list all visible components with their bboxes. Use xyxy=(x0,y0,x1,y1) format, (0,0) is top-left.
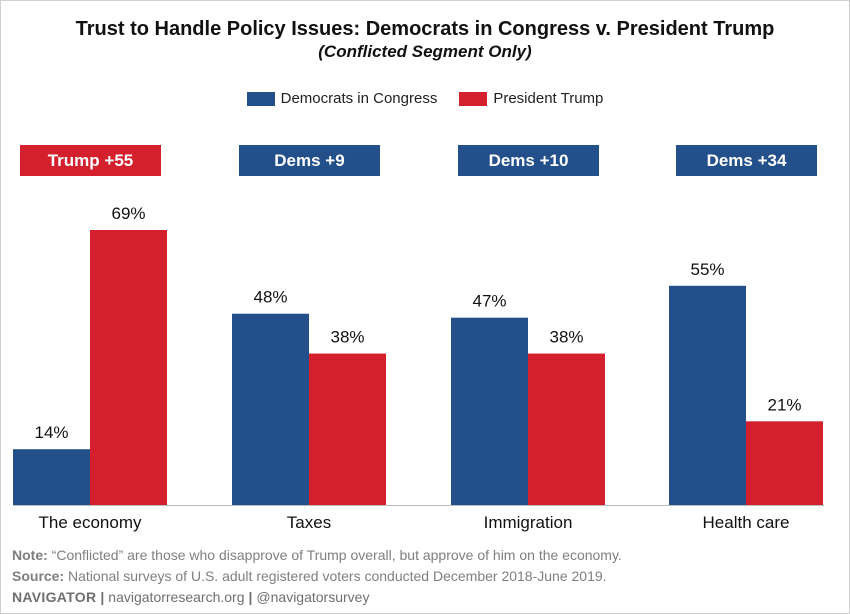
legend-item-trump: President Trump xyxy=(459,90,603,107)
net-label-box xyxy=(20,145,161,176)
legend-label-democrats: Democrats in Congress xyxy=(280,90,438,107)
net-label-box xyxy=(458,145,599,176)
bar-trump xyxy=(90,230,167,505)
note-label: Note: xyxy=(12,547,48,563)
source-label: Source: xyxy=(12,568,65,584)
category-label: Taxes xyxy=(287,513,331,532)
data-label: 69% xyxy=(111,204,145,223)
chart-title: Trust to Handle Policy Issues: Democrats… xyxy=(75,18,775,40)
data-label: 48% xyxy=(253,288,287,307)
data-label: 38% xyxy=(330,328,364,347)
footer-branding: NAVIGATOR | navigatorresearch.org | @navigat… xyxy=(12,589,369,605)
bar-democrats xyxy=(451,317,528,505)
chart-legend: Democrats in Congress President Trump xyxy=(0,90,850,107)
social-handle: @navigatorsurvey xyxy=(256,589,370,605)
net-label: Dems +34 xyxy=(707,151,787,170)
source-text: National surveys of U.S. adult registere… xyxy=(64,568,607,584)
data-label: 38% xyxy=(549,328,583,347)
net-label: Dems +10 xyxy=(489,151,569,170)
category-label: The economy xyxy=(39,513,142,532)
data-label: 55% xyxy=(690,260,724,279)
net-label: Trump +55 xyxy=(48,151,134,170)
data-label: 47% xyxy=(472,292,506,311)
category-label: Immigration xyxy=(484,513,573,532)
bar-trump xyxy=(528,353,605,505)
data-label: 14% xyxy=(34,423,68,442)
legend-swatch-trump xyxy=(459,91,488,106)
bar-trump xyxy=(309,353,386,505)
data-label: 21% xyxy=(767,395,801,414)
category-label: Health care xyxy=(703,513,790,532)
net-label-box xyxy=(676,145,817,176)
brand-name: NAVIGATOR xyxy=(12,589,97,605)
net-label-box xyxy=(239,145,380,176)
legend-label-trump: President Trump xyxy=(493,90,604,107)
separator: | xyxy=(248,589,253,605)
footer-source: Source: National surveys of U.S. adult r… xyxy=(12,568,607,584)
chart-subtitle: (Conflicted Segment Only) xyxy=(318,42,532,61)
separator: | xyxy=(100,589,105,605)
net-label: Dems +9 xyxy=(274,151,344,170)
legend-item-democrats: Democrats in Congress xyxy=(246,90,438,107)
website-link[interactable]: navigatorresearch.org xyxy=(108,589,245,605)
footer-note: Note: “Conflicted” are those who disappr… xyxy=(12,547,622,563)
bar-democrats xyxy=(669,285,746,505)
bar-trump xyxy=(746,421,823,505)
legend-swatch-democrats xyxy=(246,91,275,106)
bar-democrats xyxy=(13,449,90,505)
note-text: “Conflicted” are those who disapprove of… xyxy=(47,547,622,563)
bar-democrats xyxy=(232,313,309,505)
